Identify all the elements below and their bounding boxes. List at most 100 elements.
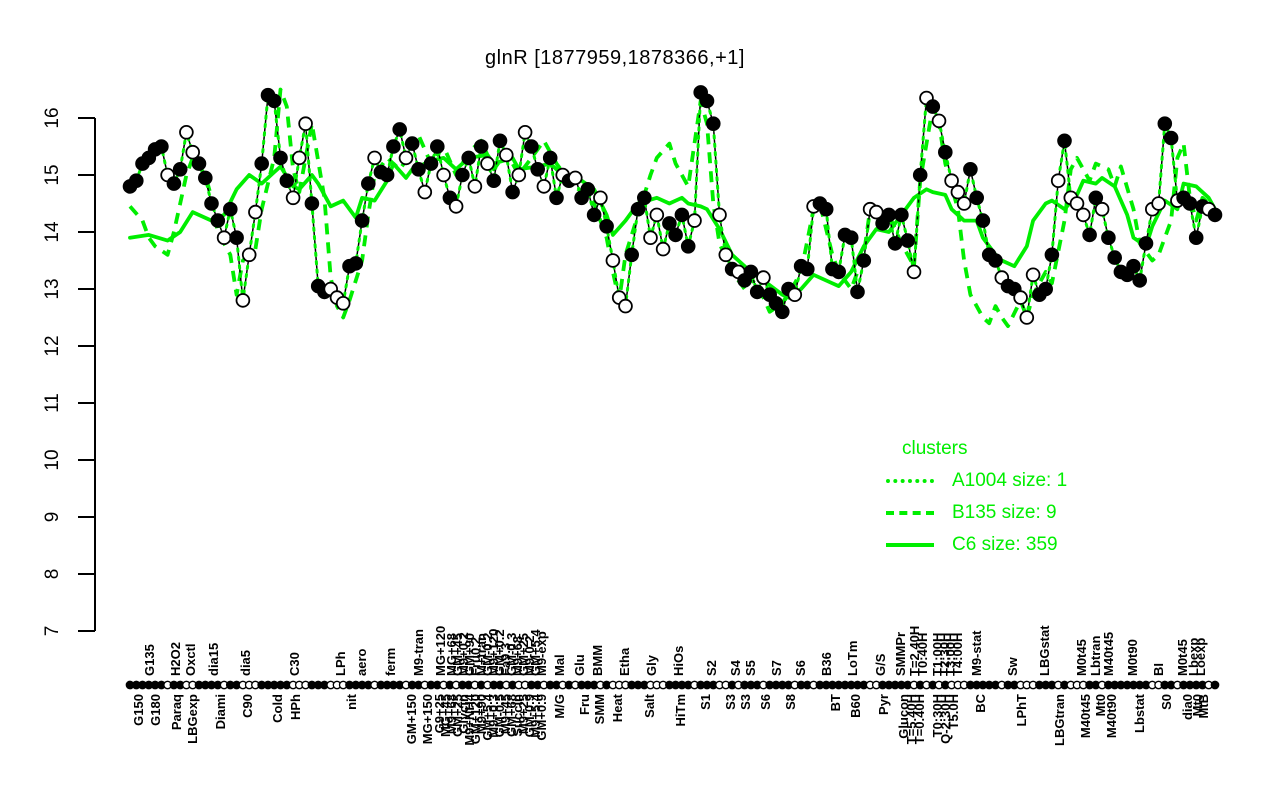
x-tick-label-top: Oxctl: [183, 643, 198, 676]
data-point-marker: [988, 253, 1003, 268]
x-tick-label-bottom: BC: [973, 693, 988, 712]
x-tick-label-top: GM+0.2: [492, 629, 507, 676]
chart-legend: clusters A1004 size: 1 B135 size: 9 C6 s…: [886, 438, 1067, 556]
x-tick-label-top: S6: [793, 660, 808, 676]
data-point-marker: [461, 150, 477, 166]
data-point-marker: [524, 139, 539, 154]
data-point-marker: [774, 304, 790, 320]
x-tick-label-top: M0t45: [1175, 639, 1190, 676]
data-point-marker: [1163, 130, 1179, 146]
data-point-marker: [605, 253, 621, 268]
x-tick-label-bottom: GM+5.4: [480, 693, 495, 740]
data-point-marker: [480, 156, 495, 171]
x-tick-label-top: BI: [1151, 663, 1166, 676]
data-point-marker: [567, 170, 583, 186]
data-point-marker: [1151, 196, 1166, 211]
data-point-marker: [712, 207, 727, 223]
data-point-marker: [210, 213, 226, 228]
x-tick-label-bottom: Diami: [213, 694, 228, 729]
x-tick-label-bottom: Heat: [610, 693, 625, 722]
x-tick-label-top: Lbexp: [1186, 638, 1201, 676]
y-tick-label: 9: [42, 512, 63, 523]
data-point-marker: [756, 270, 771, 285]
x-tick-label-top: S2: [704, 660, 719, 676]
data-point-marker: [511, 167, 527, 183]
data-point-marker: [931, 113, 947, 129]
data-point-marker: [486, 173, 502, 189]
data-point-marker: [580, 182, 596, 197]
data-point-marker: [1025, 267, 1041, 283]
data-point-marker: [423, 156, 439, 171]
x-axis-condition-dots: [125, 680, 1220, 690]
x-tick-label-bottom: HPh: [288, 694, 303, 720]
x-axis-labels-top: G135 H2O2 Oxctl dia15 dia5 C30 LPh aero ferm M9-t…: [142, 625, 1208, 676]
x-tick-label-top: G135: [142, 644, 157, 676]
data-point-marker: [963, 162, 978, 177]
data-point-marker: [191, 156, 207, 171]
data-point-marker: [1050, 173, 1066, 189]
data-point-marker: [285, 190, 301, 206]
x-tick-label-top: GM-0.2: [480, 633, 495, 676]
x-tick-label-top: HiOs: [671, 646, 686, 676]
data-point-marker: [593, 190, 608, 206]
data-point-marker: [944, 173, 959, 189]
y-tick-label: 15: [42, 164, 63, 185]
data-point-marker: [1069, 196, 1085, 211]
data-point-marker: [680, 239, 696, 254]
legend-item-label: C6 size: 359: [952, 534, 1058, 555]
x-tick-label-top: M+tran: [474, 633, 489, 676]
x-tick-label-top: Fru0.2: [468, 637, 483, 676]
data-point-marker: [655, 241, 671, 257]
data-point-marker: [304, 196, 320, 211]
data-point-marker: [1013, 290, 1028, 305]
data-point-marker: [818, 201, 834, 217]
x-tick-label-top: Gly: [644, 654, 659, 676]
data-point-marker: [618, 298, 633, 314]
data-point-marker: [956, 196, 972, 211]
x-tick-label-bottom: SMM: [592, 694, 607, 724]
data-point-marker: [1182, 196, 1198, 211]
data-point-marker: [586, 207, 602, 223]
data-point-marker: [662, 216, 677, 231]
dashed-line-sample-icon: [886, 511, 934, 515]
x-tick-label-bottom: S3: [738, 694, 753, 710]
data-point-marker: [429, 139, 445, 154]
x-tick-label-bottom: M9+0.3: [486, 694, 501, 738]
x-tick-label-bottom: Lbstat: [1132, 693, 1147, 733]
x-tick-label-bottom: T5.0H: [946, 694, 961, 729]
x-tick-label-bottom: M/G: [552, 694, 567, 719]
x-tick-label-bottom: M9+5.4: [528, 693, 543, 737]
x-tick-label-top: Sw: [1005, 656, 1020, 676]
x-tick-label-bottom: GM-0.5: [492, 694, 507, 737]
data-point-marker: [335, 295, 351, 311]
x-tick-label-bottom: dia0: [1180, 694, 1195, 720]
x-tick-label-top: T1:00H: [930, 633, 945, 676]
x-tick-label-bottom: MG+150: [420, 694, 435, 744]
data-point-marker: [492, 133, 508, 149]
x-tick-label-bottom: GM+25: [450, 694, 465, 737]
data-point-marker: [636, 190, 652, 206]
data-point-marker: [436, 167, 451, 183]
x-tick-label-bottom: GM-0.9: [522, 694, 537, 737]
data-point-marker: [467, 179, 483, 194]
x-tick-label-top: T3:00H: [943, 633, 958, 676]
data-point-marker: [705, 116, 721, 131]
data-point-marker: [379, 167, 395, 183]
x-tick-label-top: GM+45: [450, 633, 465, 676]
x-tick-label-bottom: LBGtran: [1052, 694, 1067, 746]
x-tick-label-bottom: nit: [344, 693, 359, 710]
x-tick-label-top: T=2.40H: [907, 626, 922, 676]
x-tick-label-top: M9+0.2: [456, 632, 471, 676]
x-tick-label-bottom: S8: [783, 694, 798, 710]
x-tick-label-bottom: S3: [723, 694, 738, 710]
x-tick-label-bottom: S0: [1159, 694, 1174, 710]
x-tick-label-bottom: M9+45: [498, 694, 513, 734]
x-tick-label-top: T2:30H: [937, 633, 952, 676]
x-tick-label-bottom: M9+68: [444, 694, 459, 734]
data-point-marker: [649, 207, 665, 223]
data-point-marker: [455, 167, 470, 183]
data-point-marker: [1088, 190, 1104, 206]
x-tick-label-bottom: Cold: [270, 694, 285, 723]
data-point-marker: [360, 176, 376, 191]
